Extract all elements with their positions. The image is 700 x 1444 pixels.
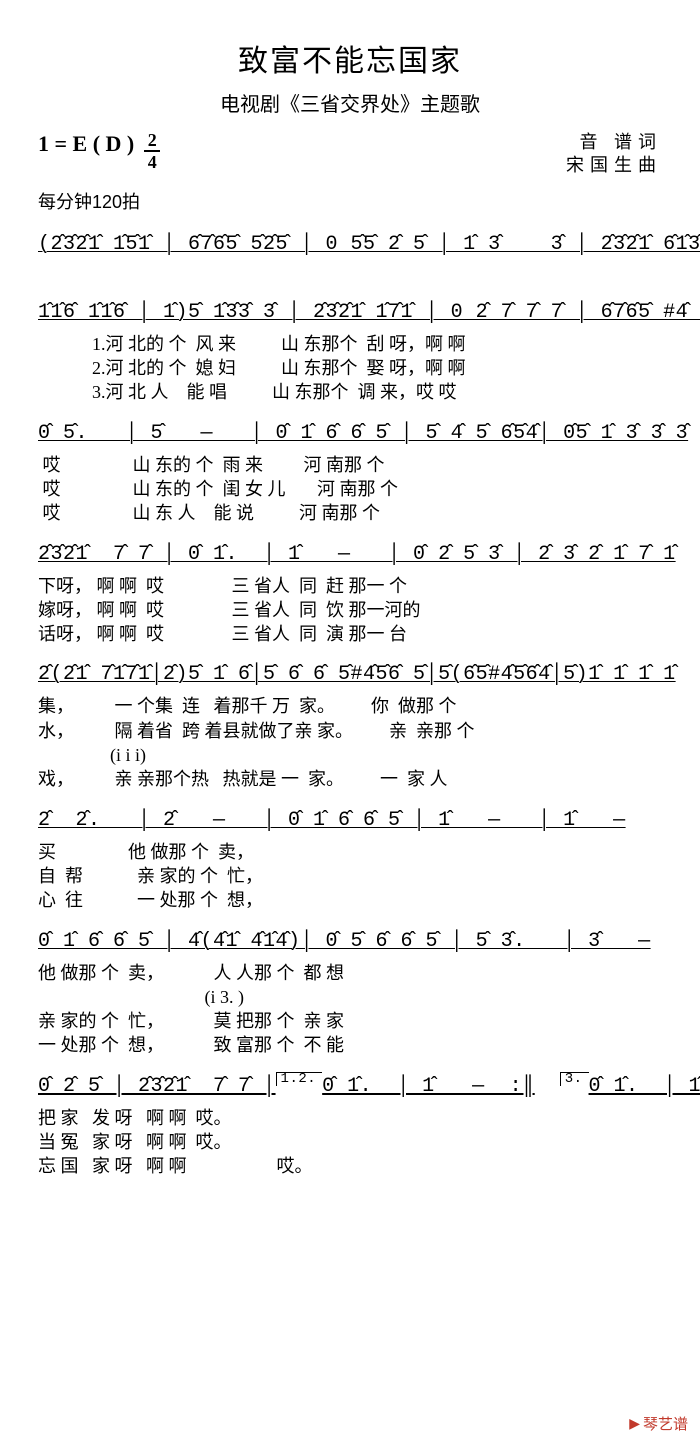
music-sheet: 致富不能忘国家 电视剧《三省交界处》主题歌 1 = E ( D ) 2 4 音 … xyxy=(0,0,700,1179)
lyric-line: 他 做那 个 卖， 人 人那 个 都 想 xyxy=(38,961,662,985)
lyric-line: 当 冤 家 呀 啊 啊 哎。 xyxy=(38,1130,662,1154)
logo-icon: ▶ xyxy=(629,1415,640,1432)
lyric-line: 2.河 北的 个 媳 妇 山 东那个 娶 呀，啊 啊 xyxy=(38,356,662,380)
ending-bracket-1: 1.2. xyxy=(276,1072,323,1086)
lyric-line: 下呀， 啊 啊 哎 三 省人 同 赶 那一 个 xyxy=(38,574,662,598)
time-denominator: 4 xyxy=(148,153,157,171)
credits: 音 谱词 宋国生曲 xyxy=(566,131,662,178)
composer: 宋国生曲 xyxy=(566,154,662,177)
stave: 0̂ 1̂ 6̂ 6̂ 5̂ │ 4̂(4̂1̂ 4̂1̂4̂)│ 0̂ 5̂ … xyxy=(38,927,662,1058)
lyric-line: 水， 隔 着省 跨 着县就做了亲 家。 亲 亲那 个 xyxy=(38,719,662,743)
notation-line: (2̂3̂2̂1̂ 1̂5̂1̂ │ 6̂7̂6̂5̂ 5̂2̂5̂ │ 0 5… xyxy=(38,230,662,262)
notation-line: 2̂(2̂1̂ 7̂1̂7̂1̂│2̂)5̂ 1̂ 6̂│5̂ 6̂ 6̂ 5̂… xyxy=(38,660,662,692)
notation-line: 0̂ 2̂ 5̂ │ 2̂3̂2̂1̂ 7̂ 7̂ │1.2.0̂ 1̂. │ … xyxy=(38,1072,662,1104)
subtitle: 电视剧《三省交界处》主题歌 xyxy=(38,88,662,117)
stave: 1̂1̂6̂ 1̂1̂6̂ │ 1̂)5̂ 1̂3̂3̂ 3̂ │ 2̂3̂2̂… xyxy=(38,298,662,405)
stave: 2̂(2̂1̂ 7̂1̂7̂1̂│2̂)5̂ 1̂ 6̂│5̂ 6̂ 6̂ 5̂… xyxy=(38,660,662,791)
title: 致富不能忘国家 xyxy=(38,36,662,80)
notation-line: 2̂3̂2̂1̂ 7̂ 7̂ │ 0̂ 1̂. │ 1̂ — │ 0̂ 2̂ 5… xyxy=(38,540,662,572)
key-signature: 1 = E ( D ) xyxy=(38,131,134,157)
lyric-line: 心 往 一 处那 个 想， xyxy=(38,888,662,912)
tempo: 每分钟120拍 xyxy=(38,188,662,214)
notation-line: 0̂ 1̂ 6̂ 6̂ 5̂ │ 4̂(4̂1̂ 4̂1̂4̂)│ 0̂ 5̂ … xyxy=(38,927,662,959)
lyric-line: 集， 一 个集 连 着那千 万 家。 你 做那 个 xyxy=(38,694,662,718)
stave: 0̂ 2̂ 5̂ │ 2̂3̂2̂1̂ 7̂ 7̂ │1.2.0̂ 1̂. │ … xyxy=(38,1072,662,1179)
stave: (2̂3̂2̂1̂ 1̂5̂1̂ │ 6̂7̂6̂5̂ 5̂2̂5̂ │ 0 5… xyxy=(38,230,662,262)
lyric-line: 哎 山 东 人 能 说 河 南那 个 xyxy=(38,501,662,525)
lyric-line: 把 家 发 呀 啊 啊 哎。 xyxy=(38,1106,662,1130)
lyric-line: 戏， 亲 亲那个热 热就是 一 家。 一 家 人 xyxy=(38,767,662,791)
lyric-line: 1.河 北的 个 风 来 山 东那个 刮 呀，啊 啊 xyxy=(38,332,662,356)
notation-line: 0̂ 5̂. │ 5̂ — │ 0̂ 1̂ 6̂ 6̂ 5̂ │ 5̂ 4̂ 5… xyxy=(38,419,662,451)
stave: 2̂ 2̂. │ 2̂ — │ 0̂ 1̂ 6̂ 6̂ 5̂ │ 1̂ — │ … xyxy=(38,806,662,913)
lyricist: 音 谱词 xyxy=(566,131,662,154)
time-numerator: 2 xyxy=(148,131,157,149)
lyric-line: 自 帮 亲 家的 个 忙， xyxy=(38,864,662,888)
stave: 2̂3̂2̂1̂ 7̂ 7̂ │ 0̂ 1̂. │ 1̂ — │ 0̂ 2̂ 5… xyxy=(38,540,662,647)
lyric-line: 买 他 做那 个 卖， xyxy=(38,840,662,864)
lyric-line: 哎 山 东的 个 雨 来 河 南那 个 xyxy=(38,453,662,477)
notation-line: 1̂1̂6̂ 1̂1̂6̂ │ 1̂)5̂ 1̂3̂3̂ 3̂ │ 2̂3̂2̂… xyxy=(38,298,662,330)
stave: 0̂ 5̂. │ 5̂ — │ 0̂ 1̂ 6̂ 6̂ 5̂ │ 5̂ 4̂ 5… xyxy=(38,419,662,526)
lyric-line: 一 处那 个 想， 致 富那 个 不 能 xyxy=(38,1033,662,1057)
lyric-line: (i 3. ) xyxy=(38,985,662,1009)
ending-bracket-2: 3. xyxy=(560,1072,589,1086)
watermark-text: 琴艺谱 xyxy=(643,1413,688,1434)
time-signature: 2 4 xyxy=(144,131,160,171)
lyric-line: (i i i) xyxy=(38,743,662,767)
notation-line: 2̂ 2̂. │ 2̂ — │ 0̂ 1̂ 6̂ 6̂ 5̂ │ 1̂ — │ … xyxy=(38,806,662,838)
lyric-line: 3.河 北 人 能 唱 山 东那个 调 来，哎 哎 xyxy=(38,380,662,404)
lyric-line: 忘 国 家 呀 啊 啊 哎。 xyxy=(38,1154,662,1178)
lyric-line: 话呀， 啊 啊 哎 三 省人 同 演 那一 台 xyxy=(38,622,662,646)
header-row: 1 = E ( D ) 2 4 音 谱词 宋国生曲 xyxy=(38,131,662,178)
lyric-line: 嫁呀， 啊 啊 哎 三 省人 同 饮 那一河的 xyxy=(38,598,662,622)
watermark: ▶ 琴艺谱 xyxy=(629,1413,688,1434)
lyric-line: 哎 山 东的 个 闺 女 儿 河 南那 个 xyxy=(38,477,662,501)
lyric-line: 亲 家的 个 忙， 莫 把那 个 亲 家 xyxy=(38,1009,662,1033)
